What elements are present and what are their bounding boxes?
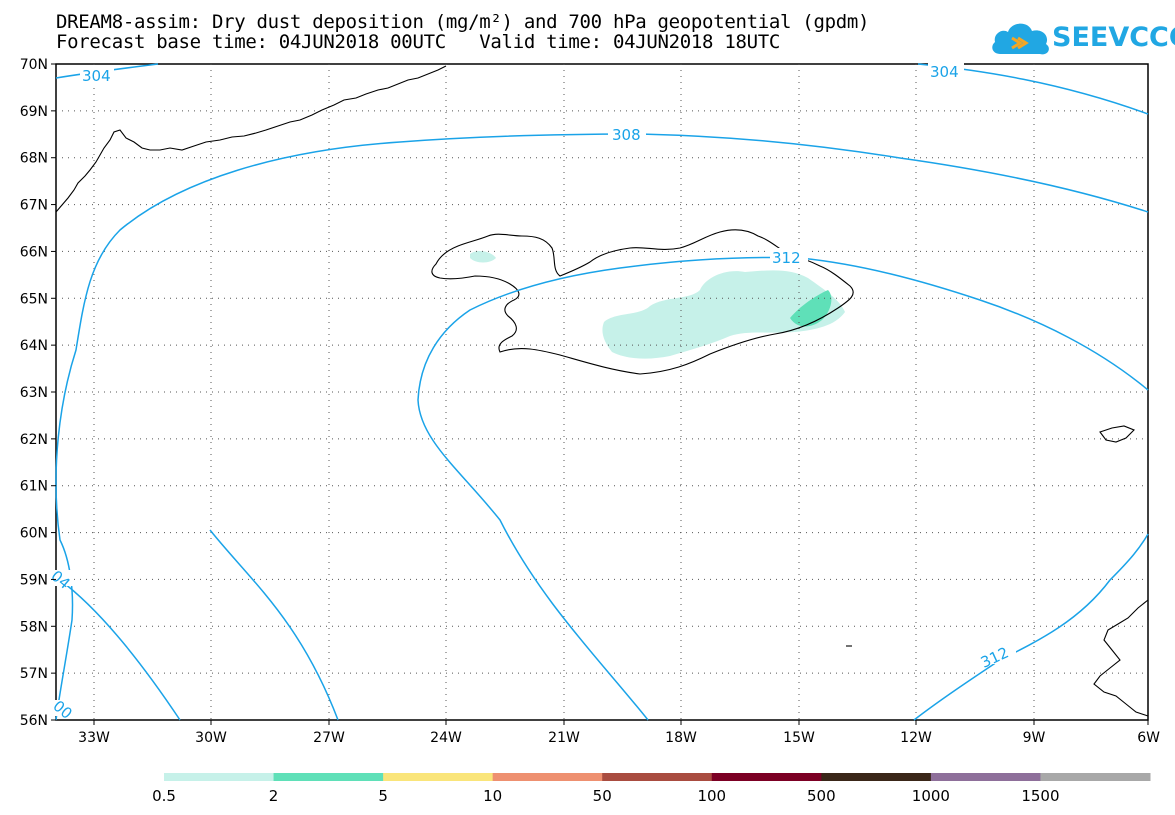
lat-label: 64N [20,338,48,354]
seevccc-logo: SEEVCCC [990,16,1175,60]
colorbar-label: 500 [807,787,836,805]
lon-label: 18W [665,730,697,746]
colorbar-label: 10 [483,787,502,805]
contour-304-south [59,579,181,721]
colorbar-label: 1000 [912,787,950,805]
colorbar-label: 1500 [1021,787,1059,805]
contour-312-south [913,533,1149,721]
contour-label: 308 [612,126,641,144]
colorbar-label: 50 [593,787,612,805]
logo-text: SEEVCCC [1052,22,1175,53]
graticule [56,64,1148,720]
colorbar-label: 5 [378,787,388,805]
lon-label: 21W [548,730,580,746]
lon-label: 12W [900,730,932,746]
longitude-labels: 33W 30W 27W 24W 21W 18W 15W 12W 9W 6W [78,720,1160,746]
geopotential-contours [55,63,1149,721]
faroe-islands [1099,425,1135,443]
lat-label: 58N [20,619,48,635]
contour-308 [55,133,1149,721]
chart-title: DREAM8-assim: Dry dust deposition (mg/m²… [56,11,870,33]
contour-label: 312 [772,249,801,267]
colorbar-swatch [711,773,822,781]
lat-label: 67N [20,198,48,214]
contour-label: 304 [82,67,111,85]
contour-label: 304 [930,63,959,81]
lon-label: 15W [783,730,815,746]
lon-label: 9W [1023,730,1046,746]
latitude-labels: 70N 69N 68N 67N 66N 65N 64N 63N 62N 61N 60N 59N 58N 5… [20,57,56,729]
colorbar-label: 2 [269,787,279,805]
cloud-icon [992,23,1049,55]
colorbar-swatch [930,773,1041,781]
lat-label: 69N [20,104,48,120]
dust-deposition-shading [470,251,845,359]
colorbar-swatch [383,773,494,781]
lon-label: 33W [78,730,110,746]
iceland-coast [431,229,854,375]
contour-312 [417,256,1149,721]
lon-label: 30W [195,730,227,746]
deposition-area-low [470,251,496,263]
lat-label: 63N [20,385,48,401]
contour-labels: 304 304 308 312 312 04 00 [47,62,1016,723]
lon-label: 27W [313,730,345,746]
lon-label: 6W [1137,730,1160,746]
colorbar-swatch [602,773,713,781]
lat-label: 57N [20,666,48,682]
lat-label: 62N [20,432,48,448]
colorbar-swatch [1040,773,1151,781]
chart-subtitle: Forecast base time: 04JUN2018 00UTC Vali… [56,31,781,53]
colorbar-swatch [492,773,603,781]
colorbar-swatch [821,773,932,781]
colorbar-swatch [164,773,275,781]
colorbar-swatch [273,773,384,781]
lat-label: 60N [20,526,48,542]
lat-label: 61N [20,479,48,495]
coastlines [55,65,1149,717]
lon-label: 24W [430,730,462,746]
deposition-area-mid [790,290,832,327]
scotland-coast [1093,599,1149,717]
lat-label: 68N [20,151,48,167]
greenland-coast [55,65,447,213]
deposition-colorbar: 0.5 2 5 10 50 100 500 1000 1500 [152,773,1151,805]
lat-label: 65N [20,291,48,307]
colorbar-label: 100 [697,787,726,805]
lat-label: 59N [20,572,48,588]
lat-label: 56N [20,713,48,729]
colorbar-label: 0.5 [152,787,176,805]
lat-label: 70N [20,57,48,73]
lat-label: 66N [20,244,48,260]
contour-inner-west [209,529,339,721]
deposition-area-low [602,270,845,359]
